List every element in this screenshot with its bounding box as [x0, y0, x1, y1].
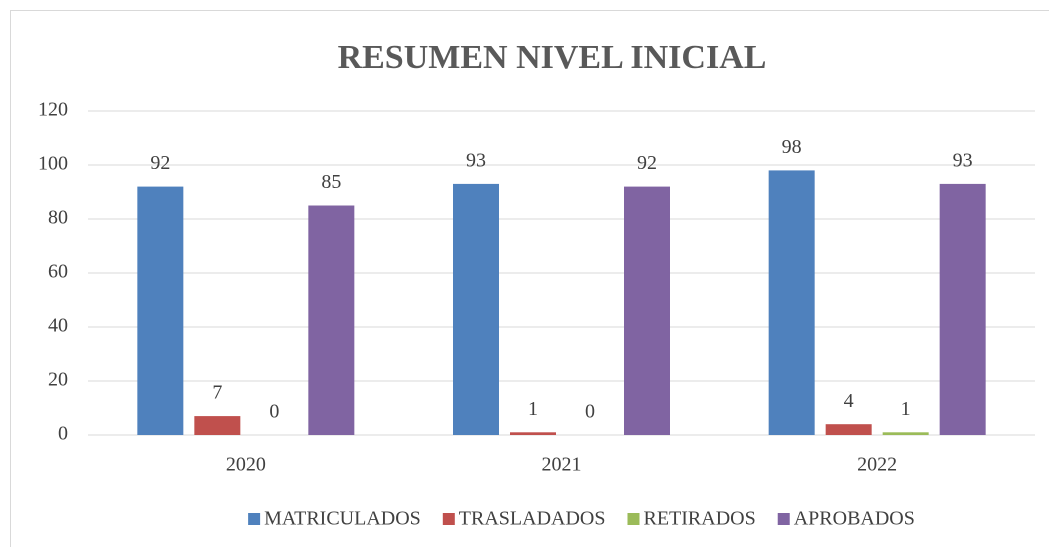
bar: [194, 416, 241, 435]
legend-swatch: [248, 513, 261, 525]
y-tick-label: 100: [38, 153, 68, 175]
x-tick-label: 2020: [226, 454, 266, 476]
y-tick-label: 120: [38, 99, 68, 121]
bar: [768, 170, 815, 435]
bar: [137, 186, 184, 435]
y-tick-label: 0: [58, 423, 68, 445]
x-tick-label: 2021: [542, 454, 582, 476]
bar: [453, 183, 499, 435]
data-label: 0: [585, 401, 595, 423]
legend-swatch: [627, 513, 640, 525]
data-label: 93: [953, 149, 973, 171]
data-label: 0: [269, 401, 279, 423]
x-tick-label: 2022: [857, 454, 897, 476]
legend-swatch: [777, 513, 790, 525]
data-label: 1: [901, 398, 911, 420]
legend-swatch: [442, 513, 455, 525]
data-label: 1: [528, 398, 538, 420]
data-label: 92: [150, 152, 170, 174]
chart-frame: [10, 10, 1049, 547]
y-tick-label: 40: [48, 315, 68, 337]
bar: [510, 432, 556, 435]
legend-label: RETIRADOS: [643, 508, 755, 530]
chart-title: RESUMEN NIVEL INICIAL: [338, 39, 767, 76]
data-label: 7: [212, 382, 222, 404]
data-label: 85: [321, 171, 341, 193]
data-label: 93: [466, 149, 486, 171]
bar: [882, 432, 929, 435]
legend-label: MATRICULADOS: [264, 508, 421, 530]
legend-label: TRASLADADOS: [459, 508, 606, 530]
y-tick-label: 60: [48, 261, 68, 283]
y-tick-label: 80: [48, 207, 68, 229]
bar: [825, 424, 872, 435]
data-label: 4: [844, 390, 854, 412]
bar: [939, 183, 986, 435]
data-label: 98: [782, 136, 802, 158]
data-label: 92: [637, 152, 657, 174]
legend-label: APROBADOS: [794, 508, 915, 530]
bar: [308, 205, 355, 435]
y-tick-label: 20: [48, 369, 68, 391]
bar: [624, 186, 670, 435]
